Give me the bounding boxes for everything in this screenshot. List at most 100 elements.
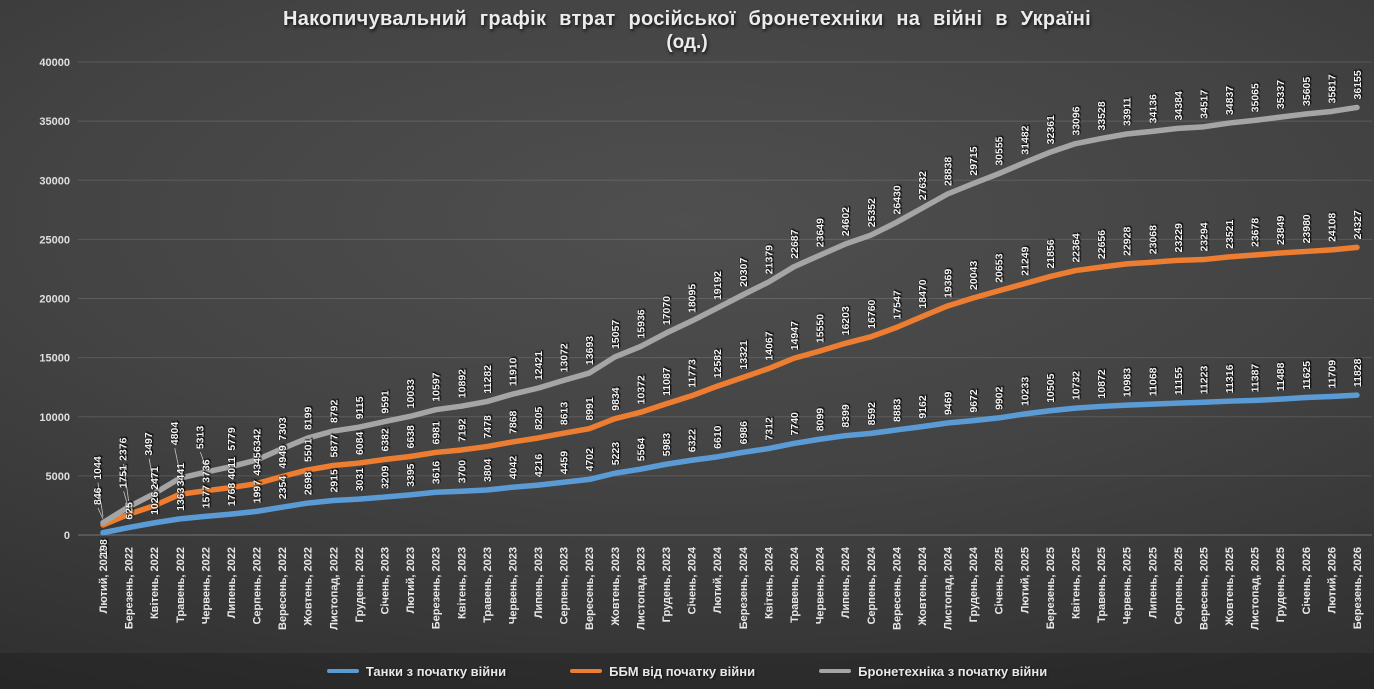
data-label: 15936 xyxy=(635,309,647,338)
data-label: 23521 xyxy=(1224,220,1236,249)
data-label: 19192 xyxy=(712,271,724,300)
data-label: 23678 xyxy=(1250,218,1262,247)
y-axis-tick-label: 15000 xyxy=(39,353,70,365)
x-axis-tick-label: Серпень, 2024 xyxy=(866,546,878,624)
y-axis-tick-label: 5000 xyxy=(46,471,70,483)
data-label: 2915 xyxy=(328,469,340,493)
data-label: 3804 xyxy=(482,458,494,482)
label-leader-line xyxy=(174,448,181,473)
legend-item-bbm: ББМ від початку війни xyxy=(570,664,755,679)
x-axis-tick-label: Вересень, 2024 xyxy=(891,546,903,630)
data-label: 9834 xyxy=(610,387,622,411)
data-label: 4216 xyxy=(533,454,545,478)
data-label: 10892 xyxy=(456,369,468,398)
data-label: 5779 xyxy=(226,427,238,451)
x-axis-tick-label: Квітень, 2022 xyxy=(149,547,161,619)
x-axis-tick-label: Грудень, 2024 xyxy=(968,546,980,622)
data-label: 27632 xyxy=(917,171,929,200)
legend-swatch-bbm-icon xyxy=(570,669,603,673)
data-label: 3209 xyxy=(380,466,392,490)
data-label: 34837 xyxy=(1224,86,1236,115)
data-label: 8883 xyxy=(891,398,903,422)
x-axis-tick-label: Листопад, 2023 xyxy=(635,547,647,630)
data-label: 28838 xyxy=(943,157,955,186)
x-axis-tick-label: Лютий, 2024 xyxy=(712,546,724,613)
data-label: 5501 xyxy=(303,438,315,462)
y-axis-tick-label: 10000 xyxy=(39,412,70,424)
legend-label-tanks: Танки з початку війни xyxy=(365,663,507,679)
chart-subtitle: (од.) xyxy=(666,32,708,53)
data-label: 11068 xyxy=(1147,367,1159,396)
gridlines xyxy=(78,61,1372,536)
data-label: 22928 xyxy=(1122,227,1134,256)
series-line-1 xyxy=(100,244,1360,528)
data-label: 24108 xyxy=(1326,213,1338,242)
data-label: 11387 xyxy=(1250,364,1262,393)
x-axis-tick-label: Червень, 2025 xyxy=(1122,547,1134,624)
data-label: 23229 xyxy=(1173,223,1185,252)
x-axis-tick-label: Вересень, 2023 xyxy=(584,547,596,630)
data-label: 10505 xyxy=(1045,373,1057,402)
data-label: 7478 xyxy=(482,415,494,439)
x-axis-tick-label: Січень, 2026 xyxy=(1301,547,1313,615)
x-axis-tick-label: Березень, 2022 xyxy=(124,547,136,629)
data-label: 18095 xyxy=(687,284,699,313)
data-label: 10983 xyxy=(1122,368,1134,397)
data-label: 34136 xyxy=(1147,94,1159,123)
data-label: 10233 xyxy=(1019,377,1031,406)
data-label: 1026 xyxy=(149,491,161,515)
data-label: 35817 xyxy=(1326,74,1338,103)
data-label: 24327 xyxy=(1352,210,1364,239)
data-label: 23980 xyxy=(1301,214,1313,243)
data-label: 5313 xyxy=(194,426,206,450)
x-axis-tick-label: Жовтень, 2025 xyxy=(1224,547,1236,627)
x-axis-tick-label: Травень, 2022 xyxy=(175,547,187,623)
data-label: 8592 xyxy=(866,402,878,426)
data-label: 4459 xyxy=(559,451,571,475)
y-axis-tick-label: 30000 xyxy=(39,175,70,187)
data-label: 15550 xyxy=(815,314,827,343)
series-lines xyxy=(100,104,1360,536)
y-axis-tick-label: 40000 xyxy=(39,57,70,69)
x-axis-tick-label: Липень, 2023 xyxy=(533,547,545,618)
data-label: 11282 xyxy=(482,365,494,394)
x-axis-tick-label: Липень, 2025 xyxy=(1147,547,1159,618)
x-axis-tick-label: Грудень, 2022 xyxy=(354,547,366,622)
data-label: 4702 xyxy=(584,448,596,472)
data-label: 23294 xyxy=(1198,222,1210,251)
data-label: 31482 xyxy=(1019,125,1031,154)
data-label: 9115 xyxy=(354,396,366,419)
data-label: 9591 xyxy=(380,390,392,414)
data-label: 21379 xyxy=(763,245,775,274)
data-label: 4804 xyxy=(169,422,181,446)
data-label: 1768 xyxy=(226,483,238,507)
data-label: 1997 xyxy=(252,480,264,504)
data-label: 7740 xyxy=(789,412,801,436)
data-label: 26430 xyxy=(891,185,903,214)
x-axis-tick-label: Січень, 2025 xyxy=(994,547,1006,615)
data-label: 6342 xyxy=(252,428,264,452)
data-label: 24602 xyxy=(840,207,852,236)
data-label: 1577 xyxy=(200,485,212,509)
x-axis-tick-label: Квітень, 2025 xyxy=(1070,547,1082,619)
x-axis-tick-label: Лютий, 2022 xyxy=(98,547,110,613)
data-label: 6610 xyxy=(712,425,724,449)
x-axis-tick-label: Березень, 2023 xyxy=(431,547,443,629)
data-label: 4042 xyxy=(507,456,519,480)
data-label: 10033 xyxy=(405,379,417,408)
x-axis-tick-label: Липень, 2022 xyxy=(226,547,238,618)
chart-legend: Танки з початку війни ББМ від початку ві… xyxy=(0,653,1374,689)
chart-title: Накопичувальний графік втрат російської … xyxy=(282,8,1092,30)
data-label: 33528 xyxy=(1096,101,1108,130)
data-label: 3616 xyxy=(431,461,443,485)
data-label: 2698 xyxy=(303,472,315,496)
x-axis-tick-label: Вересень, 2022 xyxy=(277,547,289,630)
x-axis-tick-label: Листопад, 2025 xyxy=(1250,547,1262,630)
data-label: 11155 xyxy=(1173,367,1185,395)
data-label: 14947 xyxy=(789,321,801,350)
data-label: 25352 xyxy=(866,198,878,227)
label-leader-line xyxy=(97,482,104,517)
data-label: 10872 xyxy=(1096,369,1108,398)
legend-label-armor: Бронетехніка з початку війни xyxy=(858,663,1048,679)
data-label: 846 xyxy=(92,487,104,505)
